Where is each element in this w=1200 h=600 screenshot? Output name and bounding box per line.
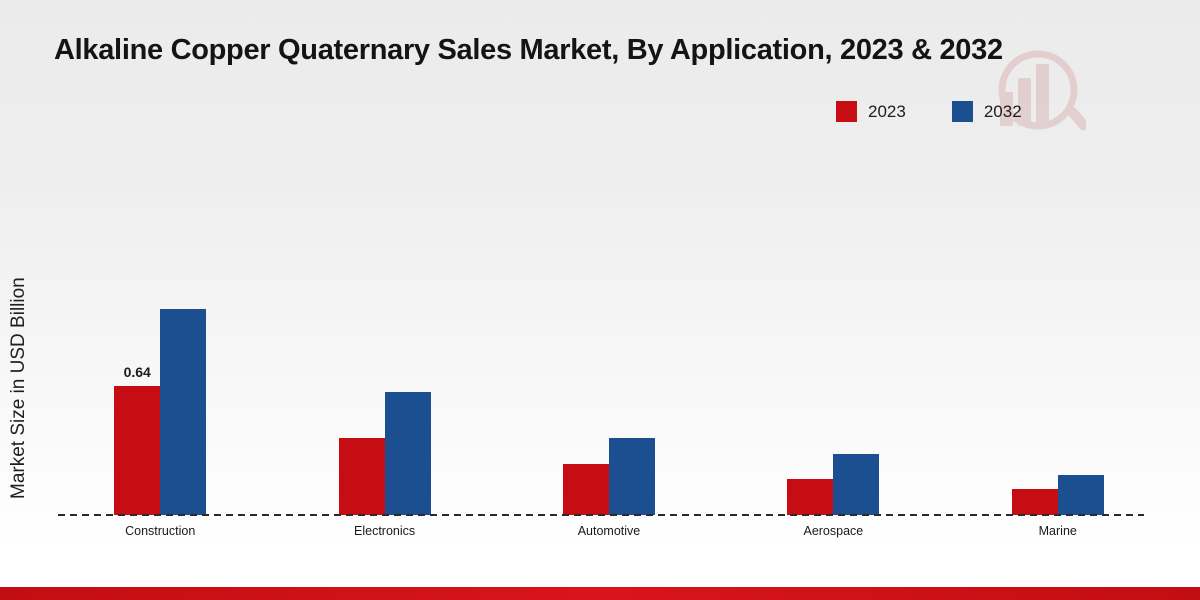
bar-2023-aerospace — [787, 479, 834, 515]
bar-2023-construction: 0.64 — [114, 364, 161, 515]
bar-group-aerospace: Aerospace — [787, 185, 880, 538]
bar-group-electronics: Electronics — [338, 185, 431, 538]
legend-swatch-2032 — [951, 101, 973, 122]
bar-2032-construction — [160, 309, 207, 515]
x-axis-category-label: Automotive — [577, 524, 641, 538]
footer-accent-bar — [0, 587, 1200, 600]
legend-swatch-2023 — [836, 101, 857, 122]
bar-2023-marine — [1011, 489, 1058, 515]
x-axis-baseline — [58, 514, 1144, 516]
page-title: Alkaline Copper Quaternary Sales Market,… — [54, 34, 1003, 66]
bar-2032-electronics — [384, 392, 431, 515]
legend-label: 2023 — [868, 101, 906, 121]
y-axis-title: Market Size in USD Billion — [8, 277, 29, 499]
bar-value-label: 0.64 — [123, 364, 151, 380]
plot-area: 0.64 Construction Electronics Automotive Aer… — [48, 185, 1170, 538]
bar-group-marine: Marine — [1011, 185, 1104, 538]
bar-2023-automotive — [562, 464, 609, 515]
x-axis-category-label: Marine — [1038, 524, 1077, 538]
legend-item-2023: 2023 — [836, 101, 906, 122]
x-axis-category-label: Construction — [125, 524, 196, 538]
bar-group-construction: 0.64 Construction — [114, 185, 207, 538]
legend-item-2032: 2032 — [951, 101, 1022, 122]
bar-2032-automotive — [608, 438, 655, 515]
legend-label: 2032 — [983, 101, 1022, 121]
bar-2032-marine — [1057, 475, 1104, 515]
bar-group-automotive: Automotive — [562, 185, 655, 538]
x-axis-category-label: Aerospace — [803, 524, 864, 538]
bar-2023-electronics — [338, 438, 385, 515]
x-axis-category-label: Electronics — [354, 524, 416, 538]
legend: 2023 2032 — [836, 101, 1022, 122]
bar-2032-aerospace — [833, 454, 880, 515]
